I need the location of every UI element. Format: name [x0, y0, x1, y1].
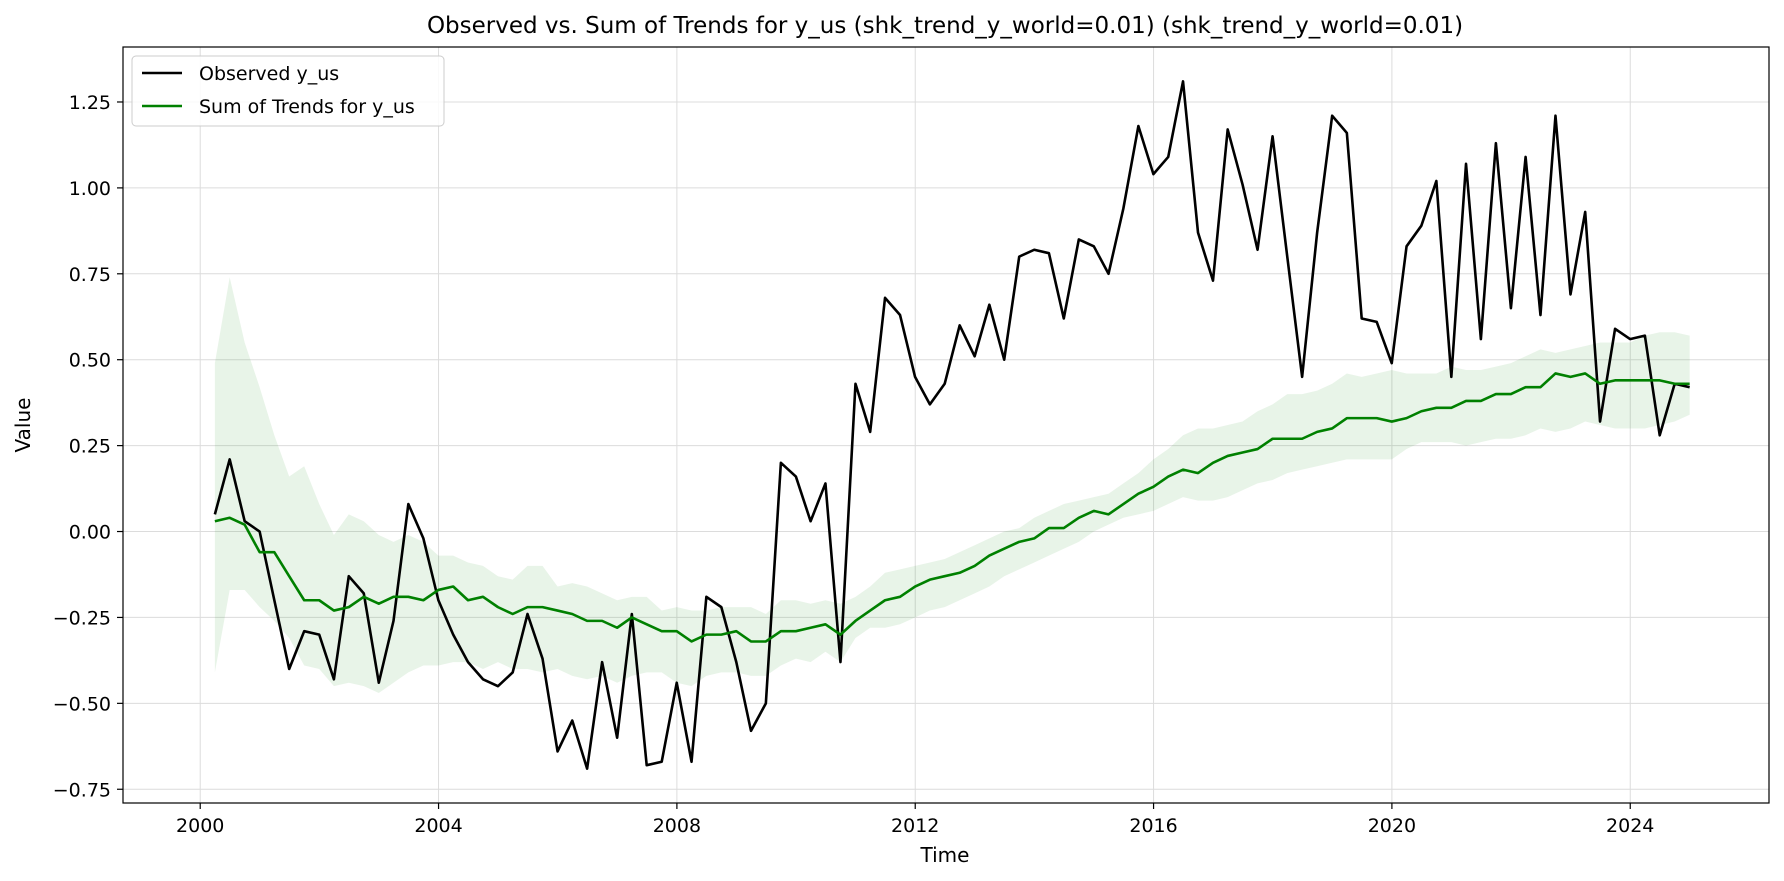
y-axis: −0.75 −0.50 −0.25 0.00 0.25 0.50 0.75 1.00 1.25 — [53, 92, 123, 801]
x-tick-label: 2004 — [414, 815, 462, 837]
y-tick-label: 0.50 — [69, 350, 111, 372]
y-tick-label: −0.25 — [53, 607, 111, 629]
y-axis-title: Value — [11, 398, 35, 453]
x-axis-title: Time — [920, 843, 970, 867]
x-tick-label: 2008 — [653, 815, 701, 837]
legend-label-trend: Sum of Trends for y_us — [199, 96, 415, 118]
confidence-band — [214, 277, 1690, 694]
plot-frame — [122, 46, 1770, 804]
confidence-band-layer — [214, 277, 1690, 694]
y-tick-label: −0.75 — [53, 779, 111, 801]
y-tick-label: 1.00 — [69, 178, 111, 200]
x-tick-label: 2012 — [891, 815, 939, 837]
y-tick-label: 0.00 — [69, 522, 111, 544]
x-tick-label: 2000 — [176, 815, 224, 837]
y-tick-label: 0.75 — [69, 264, 111, 286]
chart-title: Observed vs. Sum of Trends for y_us (shk… — [427, 13, 1463, 39]
x-tick-label: 2016 — [1129, 815, 1177, 837]
x-tick-label: 2024 — [1606, 815, 1654, 837]
legend-label-observed: Observed y_us — [199, 63, 339, 85]
x-axis: 2000 2004 2008 2012 2016 2020 2024 — [176, 803, 1654, 837]
x-tick-label: 2020 — [1368, 815, 1416, 837]
y-tick-label: 0.25 — [69, 436, 111, 458]
legend: Observed y_us Sum of Trends for y_us — [131, 55, 445, 127]
series-line-observed — [213, 80, 1690, 770]
y-tick-label: 1.25 — [69, 92, 111, 114]
legend-box — [131, 55, 445, 127]
series-layer — [213, 80, 1690, 770]
y-tick-label: −0.50 — [53, 693, 111, 715]
series-line-trend — [214, 372, 1690, 643]
grid-lines — [123, 47, 1769, 803]
